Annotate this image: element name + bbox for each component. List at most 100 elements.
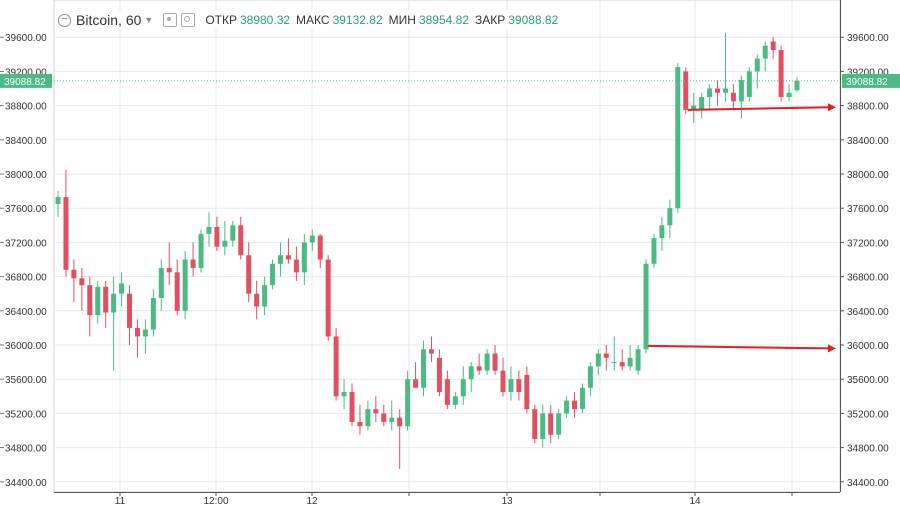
candle (715, 79, 721, 106)
candle (182, 250, 188, 320)
candle-body (150, 297, 156, 330)
candle (111, 276, 117, 371)
candle-body (301, 242, 307, 273)
candle-body (262, 285, 268, 307)
candle (595, 349, 601, 375)
candle-body (270, 263, 276, 286)
candle (174, 259, 180, 316)
y-tick-label-left: 36000.00 (5, 341, 47, 352)
eye-icon[interactable] (163, 13, 178, 27)
chevron-down-icon[interactable]: ▼ (144, 15, 154, 25)
candle (413, 362, 419, 388)
candle-body (436, 357, 442, 393)
candle (103, 280, 109, 328)
candle-body (556, 413, 562, 435)
candle-body (778, 50, 784, 98)
candle (55, 191, 61, 217)
candle (127, 285, 133, 345)
candle (87, 276, 93, 337)
candle-body (127, 293, 133, 328)
high-value: 39132.82 (332, 13, 383, 27)
low-value: 38954.82 (418, 13, 469, 27)
candle (230, 221, 236, 247)
y-tick-label: 35200.00 (847, 409, 889, 420)
candle (691, 92, 697, 123)
time-axis[interactable]: 11 12:00 12 13 14 (54, 492, 840, 507)
candle (95, 280, 101, 324)
candle (301, 233, 307, 286)
candle (786, 84, 792, 102)
candle-body (254, 293, 260, 307)
candle (770, 37, 776, 59)
candle-body (699, 97, 705, 110)
candle (357, 404, 363, 435)
price-tags: 39088.82 39088.82 (0, 73, 900, 88)
candle-body (421, 349, 427, 388)
collapse-icon[interactable]: − (58, 13, 71, 27)
y-tick-label: 38800.00 (847, 102, 889, 113)
open-value: 38980.32 (239, 13, 291, 27)
candle-body (643, 263, 649, 350)
candle (349, 383, 355, 427)
candle (381, 404, 387, 427)
candle-body (587, 366, 593, 388)
candle-body (111, 293, 117, 313)
interval-label: 60 (125, 12, 142, 28)
candle (707, 84, 713, 110)
chart-legend: − Bitcoin, 60 ▼ ОТКР 38980.32 МАКС 39132.8… (58, 10, 559, 30)
candle-body (492, 353, 498, 371)
title-separator: , (118, 12, 126, 28)
candle (71, 259, 77, 303)
candle (548, 404, 554, 444)
candle-body (317, 235, 323, 260)
candle (333, 327, 339, 401)
candle-body (357, 421, 363, 427)
candle-body (476, 366, 482, 371)
candle (397, 409, 403, 469)
candle-body (365, 409, 371, 427)
candle (738, 75, 744, 119)
candle-body (166, 268, 172, 273)
close-label: ЗАКР (475, 13, 506, 27)
candle-body (325, 259, 331, 337)
candle-body (619, 362, 625, 367)
price-axis[interactable]: 34400.00 34400.00 34800.00 34800.00 35200.00… (0, 0, 889, 492)
y-tick-label-left: 38400.00 (5, 136, 47, 147)
y-tick-label-left: 34800.00 (5, 444, 47, 455)
red-arrow (687, 103, 836, 112)
candle-body (55, 197, 61, 204)
y-tick-label: 38000.00 (847, 170, 889, 181)
y-tick-label-left: 37600.00 (5, 204, 47, 215)
candle-body (87, 285, 93, 316)
low-label: МИН (388, 13, 416, 27)
candle (746, 67, 752, 102)
candle-body (540, 413, 546, 440)
candle (309, 229, 315, 251)
candle-body (277, 255, 283, 264)
x-tick-label: 12:00 (203, 496, 228, 507)
y-tick-label: 34800.00 (847, 444, 889, 455)
settings-icon[interactable] (181, 13, 196, 27)
candle (270, 259, 276, 290)
candle (317, 233, 323, 269)
candle-body (71, 269, 77, 279)
price-tag-right-text: 39088.82 (846, 77, 888, 88)
y-tick-label: 35600.00 (847, 375, 889, 386)
candle (722, 32, 728, 102)
arrow-shaft (687, 106, 831, 111)
candle-body (603, 353, 609, 358)
candle (277, 242, 283, 277)
y-tick-label-left: 35600.00 (5, 375, 47, 386)
candle (214, 216, 220, 251)
y-tick-label-left: 36400.00 (5, 307, 47, 318)
candle (119, 272, 125, 307)
y-tick-label-left: 38000.00 (5, 170, 47, 181)
y-tick-label-left: 39200.00 (5, 67, 47, 78)
candle (611, 336, 617, 371)
candle (492, 345, 498, 375)
y-tick-label: 38400.00 (847, 136, 889, 147)
candle-body (627, 357, 633, 367)
candle-body (214, 227, 220, 247)
candle-body (79, 278, 85, 286)
